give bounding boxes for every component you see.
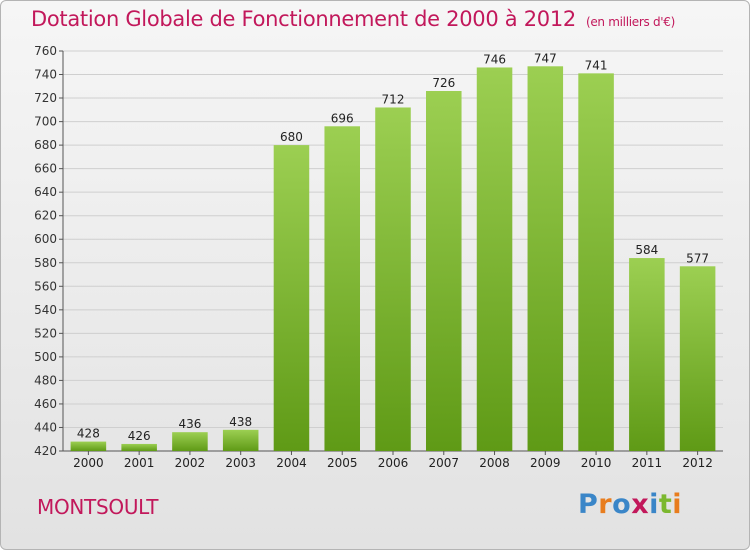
data-label: 584 (635, 243, 658, 257)
data-label: 696 (331, 111, 354, 125)
y-tick-label: 760 (34, 44, 57, 58)
logo-letter: x (631, 489, 650, 520)
data-label: 712 (382, 92, 405, 106)
data-label: 746 (483, 52, 506, 66)
x-tick-label: 2003 (225, 456, 256, 470)
proxiti-logo: Proxiti (578, 489, 682, 520)
x-tick-label: 2012 (682, 456, 713, 470)
chart-title: Dotation Globale de Fonctionnement de 20… (31, 7, 675, 31)
y-tick-label: 560 (34, 279, 57, 293)
y-tick-label: 440 (34, 420, 57, 434)
bar (375, 107, 411, 452)
data-label: 428 (77, 427, 100, 441)
y-tick-label: 720 (34, 91, 57, 105)
data-label: 438 (229, 415, 252, 429)
y-tick-label: 740 (34, 68, 57, 82)
unit-label: (en milliers d'€) (585, 15, 675, 29)
logo-letter: r (598, 489, 613, 520)
y-tick-label: 600 (34, 232, 57, 246)
x-tick-label: 2008 (479, 456, 510, 470)
y-tick-label: 540 (34, 303, 57, 317)
y-tick-label: 420 (34, 444, 57, 458)
x-tick-label: 2011 (632, 456, 663, 470)
bar (222, 429, 259, 451)
x-tick-label: 2009 (530, 456, 561, 470)
y-tick-label: 460 (34, 397, 57, 411)
bar (426, 91, 462, 451)
data-label: 747 (534, 51, 557, 65)
y-tick-label: 660 (34, 162, 57, 176)
y-tick-label: 640 (34, 185, 57, 199)
bar (70, 441, 107, 451)
logo-letter: o (612, 489, 632, 520)
bar (679, 266, 716, 451)
x-tick-label: 2006 (378, 456, 409, 470)
commune-name: MONTSOULT (37, 495, 159, 519)
y-tick-label: 680 (34, 138, 57, 152)
data-label: 726 (432, 76, 455, 90)
logo-letter: i (672, 489, 683, 520)
y-tick-label: 580 (34, 256, 57, 270)
bar (629, 258, 665, 451)
x-tick-label: 2010 (581, 456, 612, 470)
x-tick-label: 2001 (124, 456, 155, 470)
data-label: 741 (585, 58, 608, 72)
y-tick-label: 700 (34, 115, 57, 129)
bar (273, 145, 310, 451)
y-tick-label: 480 (34, 373, 57, 387)
x-tick-label: 2004 (276, 456, 307, 470)
bar (324, 126, 360, 451)
data-label: 577 (686, 251, 709, 265)
bar (578, 73, 614, 452)
logo-letter: t (658, 489, 673, 520)
bar (121, 443, 157, 451)
data-label: 680 (280, 130, 303, 144)
x-tick-label: 2007 (428, 456, 459, 470)
x-tick-label: 2005 (327, 456, 358, 470)
title-text: Dotation Globale de Fonctionnement de 20… (31, 7, 576, 31)
y-tick-label: 620 (34, 209, 57, 223)
y-tick-label: 500 (34, 350, 57, 364)
logo-letter: P (578, 489, 599, 520)
data-label: 426 (128, 429, 151, 443)
data-label: 436 (178, 417, 201, 431)
bar (527, 66, 564, 451)
logo-letter: i (649, 489, 659, 520)
x-tick-label: 2002 (175, 456, 206, 470)
bar (172, 432, 208, 451)
bar (476, 67, 513, 452)
x-tick-label: 2000 (73, 456, 104, 470)
y-tick-label: 520 (34, 326, 57, 340)
